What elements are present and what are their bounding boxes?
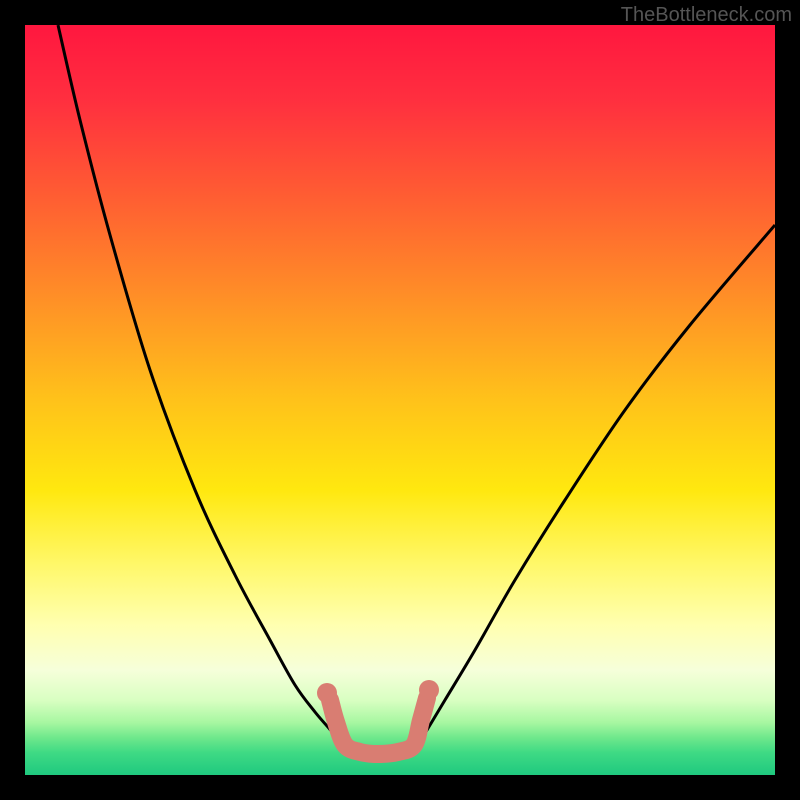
gradient-background xyxy=(25,25,775,775)
chart-canvas: TheBottleneck.com xyxy=(0,0,800,800)
bottleneck-curve-plot xyxy=(0,0,800,800)
optimal-endpoint-dot xyxy=(317,683,337,703)
watermark-text: TheBottleneck.com xyxy=(621,4,792,27)
optimal-endpoint-dot xyxy=(419,680,439,700)
